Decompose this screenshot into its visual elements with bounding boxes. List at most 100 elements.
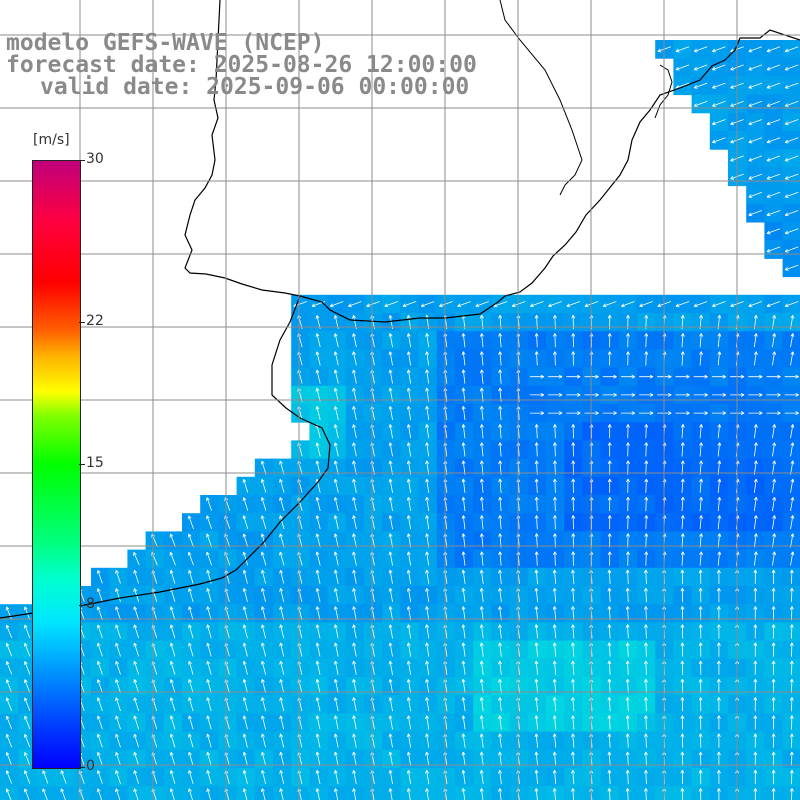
wind-arrow (789, 769, 794, 785)
wind-arrow (352, 478, 357, 493)
wind-arrow (571, 551, 576, 566)
wind-arrow (680, 515, 685, 530)
wind-arrow (479, 424, 484, 439)
wind-arrow (188, 733, 194, 748)
wind-arrow (766, 100, 781, 107)
wind-arrow (479, 533, 484, 548)
wind-arrow (406, 660, 412, 675)
wind-arrow (771, 587, 776, 603)
wind-arrow (625, 642, 630, 657)
wind-arrow (784, 411, 799, 416)
field-cell (273, 786, 292, 800)
wind-arrow (260, 515, 267, 530)
wind-arrow (115, 679, 121, 693)
wind-arrow (406, 405, 412, 421)
wind-arrow (789, 606, 794, 621)
wind-arrow (479, 442, 484, 457)
wind-arrow (699, 333, 703, 348)
field-cell (91, 786, 110, 800)
wind-arrow (753, 660, 758, 675)
wind-arrow (790, 424, 795, 439)
wind-arrow (753, 351, 758, 366)
wind-arrow (5, 642, 13, 657)
colorbar-tick-label: 8 (86, 596, 95, 613)
wind-arrow (625, 660, 630, 675)
wind-arrow (169, 733, 176, 748)
wind-arrow (479, 624, 484, 639)
wind-arrow (772, 551, 777, 566)
wind-arrow (625, 733, 630, 748)
wind-arrow (206, 497, 213, 511)
wind-arrow (261, 679, 266, 693)
wind-arrow (698, 642, 703, 657)
wind-arrow (279, 551, 285, 566)
wind-arrow (242, 660, 248, 675)
wind-arrow (771, 624, 776, 639)
wind-arrow (698, 606, 703, 621)
wind-arrow (384, 301, 399, 308)
wind-arrow (784, 264, 799, 271)
wind-arrow (425, 660, 430, 675)
wind-arrow (352, 515, 357, 530)
wind-arrow (602, 411, 617, 416)
wind-arrow (498, 751, 502, 766)
wind-arrow (388, 606, 393, 621)
wind-arrow (716, 624, 721, 639)
wind-arrow (790, 478, 795, 493)
wind-arrow (352, 751, 357, 766)
wind-arrow (571, 533, 576, 548)
wind-arrow (784, 173, 799, 180)
wind-arrow (315, 497, 321, 511)
wind-arrow (643, 769, 648, 785)
wind-arrow (115, 569, 121, 584)
wind-arrow (188, 624, 194, 639)
wind-arrow (766, 228, 781, 235)
wind-arrow (133, 733, 140, 748)
wind-arrow (772, 496, 777, 512)
field-cell (145, 786, 165, 800)
wind-arrow (766, 301, 781, 308)
wind-arrow (566, 411, 581, 416)
wind-arrow (643, 642, 648, 657)
wind-arrow (717, 460, 722, 475)
wind-arrow (315, 606, 321, 621)
wind-arrow (680, 642, 685, 657)
wind-arrow (771, 715, 776, 730)
wind-arrow (461, 715, 466, 730)
wind-arrow (279, 660, 285, 675)
wind-arrow (479, 660, 484, 675)
wind-arrow (333, 715, 339, 730)
wind-arrow (716, 733, 721, 748)
wind-arrow (644, 351, 649, 366)
wind-arrow (698, 715, 703, 730)
wind-arrow (784, 46, 799, 53)
colorbar-tick-mark (79, 767, 85, 768)
wind-arrow (552, 460, 557, 475)
wind-arrow (693, 411, 708, 416)
wind-arrow (461, 587, 466, 603)
wind-arrow (206, 733, 212, 748)
wind-arrow (753, 496, 758, 512)
wind-arrow (315, 733, 321, 748)
wind-arrow (680, 496, 685, 512)
wind-arrow (115, 624, 121, 639)
wind-arrow (115, 588, 121, 602)
wind-arrow (169, 697, 176, 712)
wind-arrow (242, 497, 249, 511)
wind-arrow (461, 478, 466, 493)
wind-arrow (187, 551, 194, 566)
wind-arrow (771, 751, 776, 766)
field-cell (509, 786, 529, 800)
wind-arrow (420, 301, 435, 308)
wind-arrow (352, 678, 357, 694)
wind-arrow (388, 660, 393, 675)
wind-arrow (279, 569, 285, 584)
wind-arrow (717, 424, 722, 439)
wind-arrow (206, 515, 213, 530)
wind-arrow (461, 697, 466, 712)
wind-arrow (771, 660, 776, 675)
wind-arrow (698, 678, 703, 694)
wind-arrow (644, 442, 649, 457)
wind-arrow (534, 569, 539, 584)
